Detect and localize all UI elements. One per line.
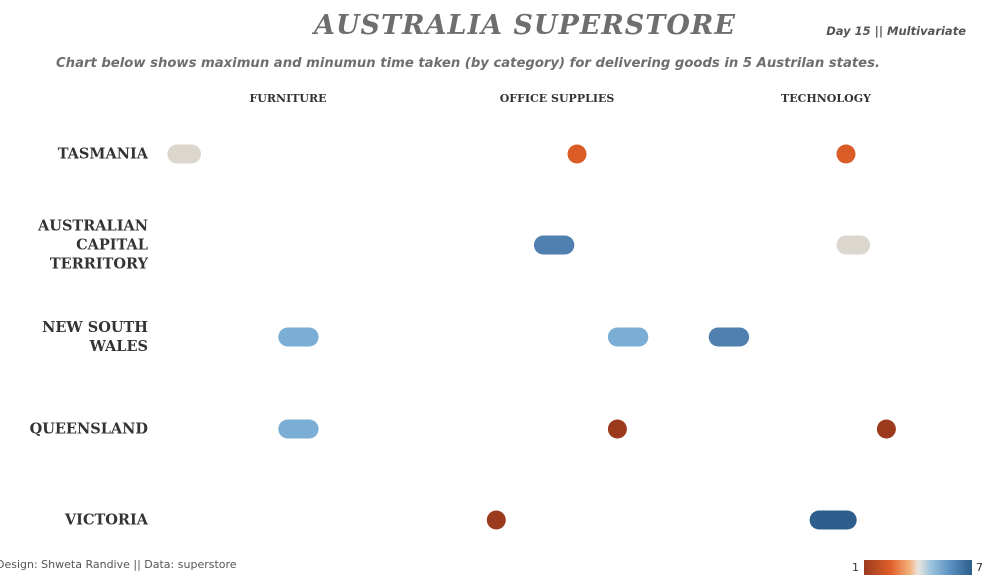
column-header-furniture: FURNITURE	[249, 92, 327, 105]
legend-max-label: 7	[976, 561, 982, 574]
range-mark-5	[278, 327, 319, 347]
column-header-technology: TECHNOLOGY	[781, 92, 871, 105]
row-label-line: NEW SOUTH	[42, 319, 148, 336]
legend-min-label: 1	[852, 561, 859, 574]
range-mark-6	[607, 327, 649, 347]
color-legend-bar	[864, 560, 972, 575]
row-header-queensland: QUEENSLAND	[30, 420, 148, 439]
row-header-victoria: VICTORIA	[65, 511, 148, 530]
row-label-line: AUSTRALIAN	[38, 217, 148, 235]
day-tag: Day 15 || Multivariate	[826, 24, 966, 38]
row-label-line: VICTORIA	[64, 511, 148, 529]
chart-subtitle: Chart below shows maximun and minumun ti…	[56, 56, 880, 71]
range-mark-0	[167, 144, 201, 164]
range-mark-4	[836, 235, 871, 255]
row-label-line: CAPITAL	[76, 236, 148, 254]
range-mark-8	[278, 419, 319, 439]
column-header-office-supplies: OFFICE SUPPLIES	[499, 92, 615, 105]
row-label-line: WALES	[89, 338, 148, 355]
row-label-line: QUEENSLAND	[29, 420, 148, 438]
range-mark-1	[567, 144, 587, 164]
range-mark-10	[876, 419, 896, 439]
row-header-act: AUSTRALIAN CAPITAL TERRITORY	[38, 217, 148, 274]
row-header-nsw: NEW SOUTH WALES	[42, 318, 148, 356]
row-label-line: TERRITORY	[49, 255, 148, 273]
range-mark-3	[533, 235, 575, 255]
range-mark-2	[836, 144, 856, 164]
row-header-tasmania: TASMANIA	[58, 145, 148, 164]
range-mark-9	[607, 419, 627, 439]
range-mark-11	[486, 510, 506, 530]
row-label-line: TASMANIA	[57, 145, 148, 163]
range-mark-7	[708, 327, 750, 347]
footer-credit: Design: Shweta Randive || Data: supersto…	[0, 558, 237, 571]
chart-title: AUSTRALIA SUPERSTORE	[314, 10, 736, 41]
range-mark-12	[809, 510, 857, 530]
